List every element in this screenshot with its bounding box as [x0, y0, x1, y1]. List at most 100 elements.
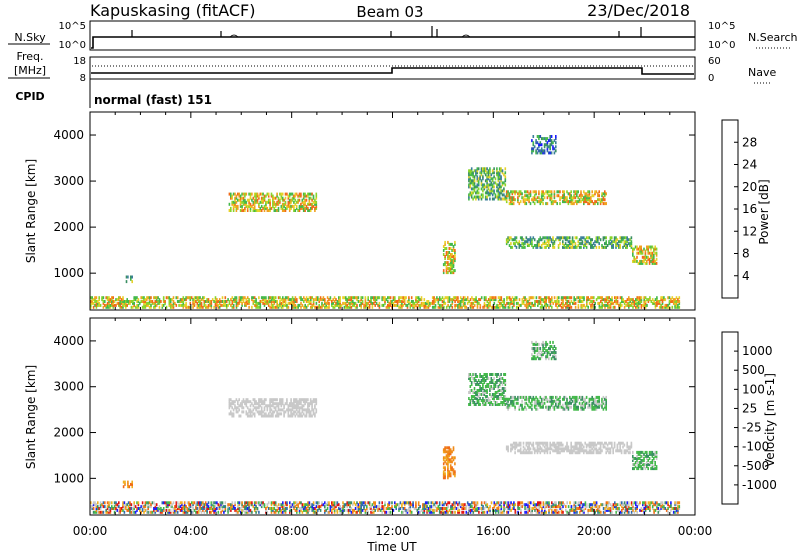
- data-cell: [573, 503, 575, 507]
- data-cell: [445, 265, 448, 269]
- data-cell: [594, 244, 596, 247]
- data-cell: [486, 505, 489, 509]
- data-cell: [224, 505, 227, 509]
- data-cell: [339, 510, 341, 514]
- data-cell: [538, 240, 540, 244]
- data-cell: [501, 303, 504, 307]
- data-cell: [646, 247, 648, 251]
- data-cell: [528, 505, 531, 509]
- data-cell: [263, 503, 266, 507]
- data-cell: [203, 296, 206, 300]
- data-cell: [556, 508, 559, 512]
- data-cell: [422, 503, 424, 507]
- data-cell: [462, 503, 465, 507]
- data-cell: [468, 197, 470, 201]
- data-cell: [525, 300, 528, 303]
- data-cell: [657, 503, 660, 507]
- data-cell: [206, 300, 208, 303]
- data-cell: [204, 508, 207, 512]
- data-cell: [585, 192, 588, 196]
- data-cell: [211, 508, 214, 512]
- data-cell: [280, 196, 283, 200]
- data-cell: [613, 238, 616, 242]
- data-cell: [560, 508, 563, 512]
- freq-label-1: Freq.: [16, 50, 43, 63]
- data-cell: [308, 209, 311, 212]
- data-cell: [667, 507, 669, 510]
- data-cell: [228, 508, 231, 512]
- data-cell: [503, 381, 505, 384]
- data-cell: [609, 238, 612, 242]
- data-cell: [101, 296, 103, 300]
- data-cell: [392, 301, 395, 305]
- data-cell: [272, 501, 274, 505]
- data-cell: [213, 505, 215, 509]
- data-cell: [598, 245, 600, 249]
- data-cell: [181, 503, 183, 507]
- data-cell: [262, 503, 264, 507]
- data-cell: [281, 209, 284, 212]
- data-cell: [298, 296, 301, 300]
- data-cell: [494, 395, 497, 398]
- data-cell: [556, 236, 558, 240]
- data-cell: [238, 408, 240, 412]
- nsearch-tick-top: 10^5: [708, 21, 735, 32]
- data-cell: [255, 510, 257, 514]
- data-cell: [498, 187, 501, 191]
- data-cell: [650, 255, 652, 259]
- data-cell: [521, 298, 524, 302]
- data-cell: [213, 507, 215, 510]
- data-cell: [511, 507, 514, 510]
- data-cell: [255, 298, 257, 302]
- data-cell: [642, 303, 644, 307]
- data-cell: [655, 257, 658, 261]
- data-cell: [234, 198, 236, 202]
- data-cell: [262, 298, 264, 302]
- data-cell: [442, 456, 445, 460]
- data-cell: [452, 510, 455, 514]
- data-cell: [97, 501, 99, 505]
- data-cell: [587, 508, 589, 512]
- data-cell: [562, 505, 564, 509]
- data-cell: [259, 410, 262, 414]
- data-cell: [472, 301, 475, 305]
- data-cell: [204, 507, 207, 510]
- data-cell: [338, 503, 340, 507]
- data-cell: [489, 296, 491, 300]
- data-cell: [286, 303, 288, 307]
- data-cell: [423, 298, 426, 302]
- data-cell: [483, 377, 486, 380]
- data-cell: [109, 305, 112, 309]
- data-cell: [253, 303, 256, 307]
- data-cell: [442, 458, 445, 462]
- data-cell: [660, 501, 662, 505]
- data-cell: [300, 301, 302, 305]
- data-cell: [242, 398, 245, 402]
- data-cell: [294, 501, 297, 505]
- data-cell: [387, 507, 389, 510]
- data-cell: [230, 196, 232, 200]
- data-cell: [308, 192, 311, 196]
- data-cell: [218, 503, 221, 507]
- data-cell: [324, 301, 326, 305]
- data-cell: [493, 385, 495, 388]
- data-cell: [636, 303, 638, 307]
- data-cell: [157, 301, 159, 305]
- data-cell: [504, 183, 507, 187]
- data-cell: [293, 507, 295, 510]
- data-cell: [549, 147, 551, 151]
- data-cell: [538, 296, 540, 300]
- data-cell: [196, 510, 199, 514]
- data-cell: [168, 510, 171, 514]
- data-cell: [504, 167, 507, 171]
- data-cell: [556, 194, 558, 198]
- data-cell: [648, 251, 651, 255]
- data-cell: [246, 209, 249, 212]
- data-cell: [493, 175, 495, 179]
- data-cell: [480, 193, 483, 197]
- data-cell: [451, 267, 453, 271]
- data-cell: [153, 305, 155, 309]
- data-cell: [526, 194, 529, 198]
- data-cell: [503, 508, 505, 512]
- data-cell: [483, 296, 486, 300]
